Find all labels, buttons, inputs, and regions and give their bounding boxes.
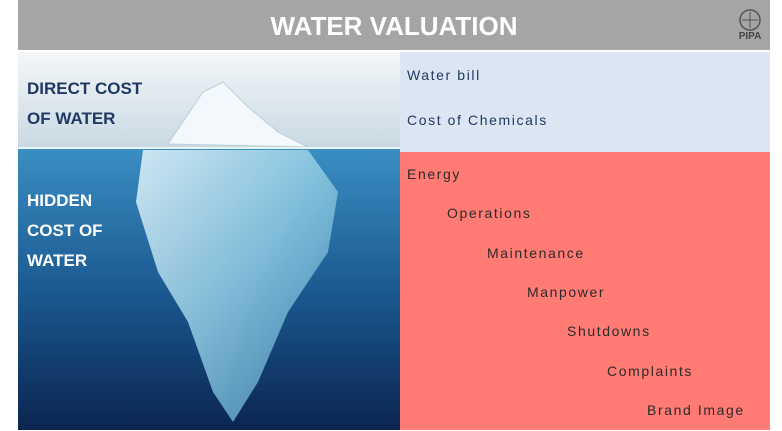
- direct-label-line: OF WATER: [27, 104, 142, 134]
- hidden-cost-item: Energy: [407, 166, 461, 182]
- logo: PIPA: [736, 8, 764, 42]
- hidden-cost-item: Manpower: [527, 284, 605, 300]
- title: WATER VALUATION: [18, 11, 770, 42]
- direct-label-line: DIRECT COST: [27, 74, 142, 104]
- logo-text: PIPA: [739, 31, 762, 42]
- hidden-label-line: COST OF: [27, 216, 103, 246]
- hidden-cost-item: Maintenance: [487, 245, 585, 261]
- direct-label: DIRECT COST OF WATER: [27, 74, 142, 134]
- hidden-cost-item: Complaints: [607, 363, 693, 379]
- hidden-cost-item: Shutdowns: [567, 323, 651, 339]
- direct-cost-item: Water bill: [407, 67, 481, 83]
- hidden-label: HIDDEN COST OF WATER: [27, 186, 103, 276]
- hidden-label-line: HIDDEN: [27, 186, 103, 216]
- hidden-cost-item: Operations: [447, 205, 531, 221]
- direct-cost-item: Cost of Chemicals: [407, 112, 548, 128]
- title-bar: WATER VALUATION PIPA: [18, 0, 770, 50]
- direct-cost-panel: Water bill Cost of Chemicals: [400, 52, 770, 152]
- hidden-cost-item: Brand Image: [647, 402, 745, 418]
- hidden-label-line: WATER: [27, 246, 103, 276]
- slide: WATER VALUATION PIPA DIRECT COST OF WATE…: [0, 0, 782, 431]
- hidden-cost-panel: Energy Operations Maintenance Manpower Shutd…: [400, 152, 770, 430]
